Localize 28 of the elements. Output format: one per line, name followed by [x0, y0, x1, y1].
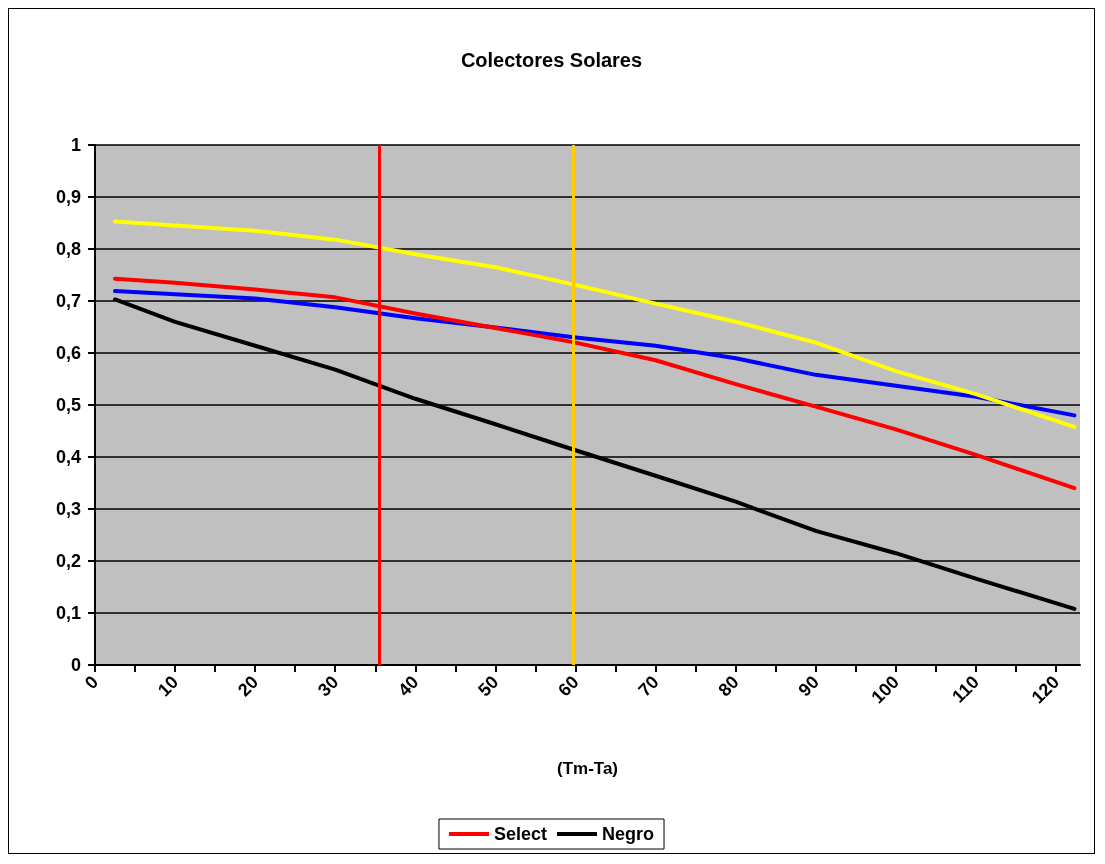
- x-tick-label: 110: [948, 671, 983, 707]
- x-tick-label: 90: [794, 671, 823, 701]
- x-tick-label: 60: [554, 671, 583, 701]
- y-tick-label: 0,7: [55, 291, 81, 311]
- y-tick-label: 0,1: [55, 603, 81, 623]
- y-tick-label: 0,6: [55, 343, 81, 363]
- x-tick-label: 70: [634, 671, 663, 701]
- x-tick-label: 50: [474, 671, 503, 701]
- x-tick-label: 120: [1027, 671, 1064, 708]
- x-axis-title: (Tm-Ta): [556, 759, 619, 778]
- x-tick-label: 40: [394, 671, 423, 701]
- y-tick-label: 0,4: [55, 447, 81, 467]
- legend-label: Select: [493, 824, 548, 844]
- y-tick-label: 0,9: [55, 187, 81, 207]
- x-tick-label: 80: [714, 671, 743, 701]
- legend-label: Negro: [602, 824, 655, 844]
- y-tick-label: 0,5: [55, 395, 81, 415]
- line-series: [113, 219, 1077, 429]
- y-tick-label: 0,3: [55, 499, 81, 519]
- x-tick-label: 30: [314, 671, 343, 701]
- chart-title: Colectores Solares: [460, 49, 643, 71]
- y-tick-label: 0,2: [55, 551, 81, 571]
- y-tick-label: 0,8: [55, 239, 81, 259]
- x-tick-label: 100: [867, 671, 903, 708]
- y-tick-label: 0: [70, 655, 81, 675]
- x-tick-label: 10: [153, 671, 183, 701]
- y-tick-label: 1: [70, 135, 81, 155]
- x-tick-label: 20: [233, 671, 263, 701]
